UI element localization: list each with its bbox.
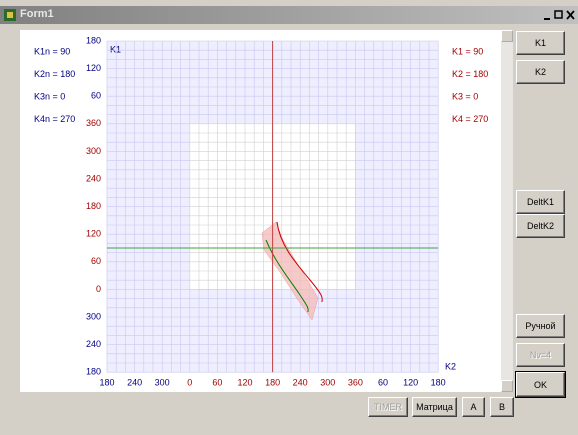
x-tick-label: 120 [237,378,252,388]
y-tick-label: 240 [86,339,101,349]
manual-button[interactable]: Ручной [516,314,565,338]
x-tick-label: 0 [187,378,192,388]
right-parameter: K2 = 180 [452,69,488,79]
left-parameter: K3n = 0 [34,91,65,101]
y-tick-label: 240 [86,173,101,183]
title-bar: Form1 [0,6,578,24]
y-tick-label: 360 [86,118,101,128]
x-tick-label: 360 [348,378,363,388]
scrollbar[interactable] [501,30,513,392]
y-tick-label: 180 [86,367,101,377]
y-tick-label: 60 [91,256,101,266]
a-button[interactable]: A [462,397,485,417]
k2-axis-label: K2 [445,361,456,371]
y-tick-label: 0 [96,284,101,294]
app-icon [4,9,16,21]
k2-button[interactable]: K2 [516,60,565,84]
matrix-button[interactable]: Матрица [412,397,457,417]
left-parameter: K4n = 270 [34,114,75,124]
y-tick-label: 300 [86,146,101,156]
k1-button[interactable]: K1 [516,31,565,55]
trajectory-band [261,221,319,321]
timer-button: TIMER [368,397,408,417]
x-tick-label: 60 [378,378,388,388]
x-tick-label: 180 [99,378,114,388]
y-tick-label: 120 [86,229,101,239]
x-tick-label: 180 [265,378,280,388]
left-parameter: K2n = 180 [34,69,75,79]
deltk2-button[interactable]: DeltK2 [516,214,565,238]
right-parameter: K3 = 0 [452,91,478,101]
deltk1-button[interactable]: DeltK1 [516,190,565,214]
trajectory-green [265,239,309,313]
y-tick-label: 180 [86,201,101,211]
y-tick-label: 180 [86,35,101,45]
right-parameter: K4 = 270 [452,114,488,124]
left-parameter: K1n = 90 [34,46,70,56]
x-tick-label: 120 [403,378,418,388]
y-tick-label: 120 [86,63,101,73]
x-tick-label: 300 [155,378,170,388]
ok-button[interactable]: OK [515,371,566,398]
x-tick-label: 240 [293,378,308,388]
x-tick-label: 60 [212,378,222,388]
x-tick-label: 240 [127,378,142,388]
y-tick-label: 60 [91,91,101,101]
y-tick-label: 300 [86,311,101,321]
x-tick-label: 180 [431,378,446,388]
k1-axis-label: K1 [110,44,121,54]
trajectory-red [276,221,323,303]
nv-button: Nv=4 [516,343,565,367]
right-parameter: K1 = 90 [452,46,483,56]
x-tick-label: 300 [320,378,335,388]
window-title: Form1 [20,8,54,20]
b-button[interactable]: B [490,397,514,417]
window-controls[interactable] [540,8,578,22]
